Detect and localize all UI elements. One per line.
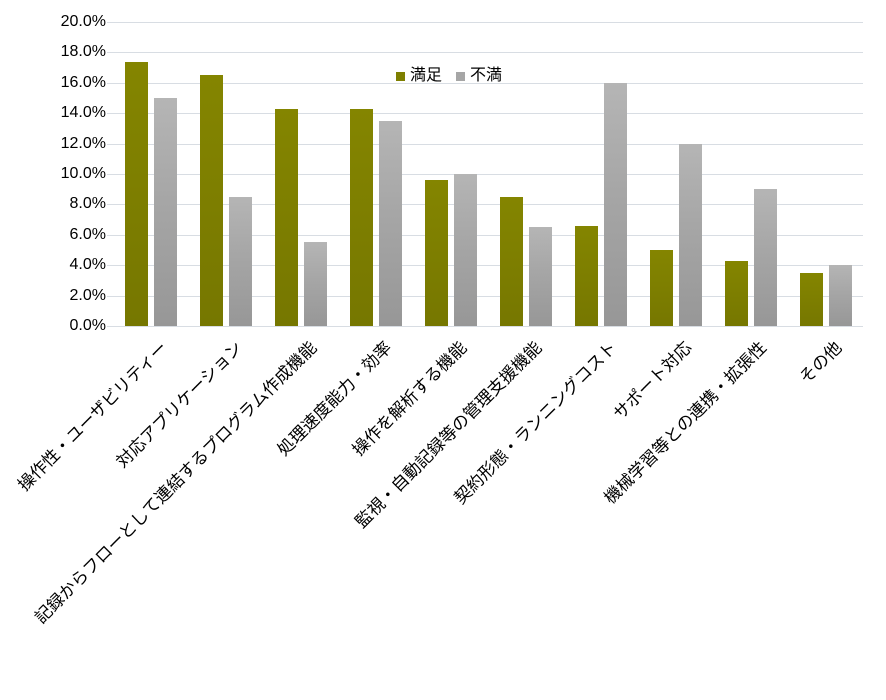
gridline [107, 295, 863, 297]
x-axis-category-label: 記録からフローとして連結するプログラム作成機能 [31, 338, 321, 628]
legend-item-dissatisfied: 不満 [456, 66, 502, 86]
y-axis-tick-label: 20.0% [60, 13, 106, 30]
y-axis-tick-label: 2.0% [69, 286, 106, 304]
x-axis-category-label: 対応アプリケーション [112, 338, 246, 472]
bar-satisfied [724, 260, 748, 326]
bar-dissatisfied [828, 265, 852, 326]
y-axis-tick-label: 0.0% [69, 317, 106, 334]
bar-satisfied [350, 108, 374, 326]
gridline [107, 113, 863, 115]
bar-dissatisfied [379, 120, 403, 326]
bar-satisfied [275, 108, 299, 326]
bar-group [713, 22, 788, 326]
x-axis-category-label: その他 [795, 338, 845, 388]
bar-satisfied [425, 180, 449, 326]
y-axis-tick-label: 12.0% [60, 134, 106, 152]
bar-satisfied [125, 61, 149, 326]
x-axis-category-label: 契約形態・ランニングコスト [450, 338, 621, 508]
plot-area [107, 22, 863, 327]
legend-label-satisfied: 満足 [410, 67, 443, 84]
x-axis-category-label: 機械学習等との連携・拡張性 [600, 338, 771, 508]
gridline [107, 174, 863, 175]
bar-satisfied [574, 225, 598, 326]
y-axis-tick-label: 18.0% [60, 43, 106, 61]
bar-group [563, 22, 638, 326]
gridline [107, 143, 863, 145]
y-axis-tick-label: 6.0% [69, 225, 106, 243]
y-axis-tick-label: 4.0% [69, 256, 106, 274]
y-axis-tick-label: 16.0% [60, 73, 106, 91]
bar-group [414, 22, 489, 326]
bar-group [788, 22, 863, 326]
bar-dissatisfied [454, 174, 478, 326]
y-axis-tick-label: 10.0% [60, 165, 106, 182]
bar-satisfied [200, 75, 224, 326]
gridline [107, 204, 863, 206]
gridline [107, 326, 863, 327]
bar-groups [114, 22, 863, 326]
bar-satisfied [499, 196, 523, 326]
bar-group [489, 22, 564, 326]
bar-group [638, 22, 713, 326]
gridline [107, 52, 863, 54]
bar-satisfied [649, 250, 673, 326]
x-axis-category-label: 操作性・ユーザビリティー [14, 338, 171, 495]
bar-group [339, 22, 414, 326]
legend-item-satisfied: 満足 [396, 66, 442, 86]
legend: 満足 不満 [396, 66, 502, 86]
bar-dissatisfied [154, 98, 178, 326]
bar-dissatisfied [528, 227, 552, 326]
y-axis-tick-label: 14.0% [60, 104, 106, 122]
bar-satisfied [799, 272, 823, 326]
bar-dissatisfied [304, 242, 328, 326]
bar-dissatisfied [753, 189, 777, 326]
bar-group [189, 22, 264, 326]
bar-dissatisfied [229, 196, 253, 326]
y-axis-tick-label: 8.0% [69, 195, 106, 213]
bar-dissatisfied [678, 143, 702, 326]
bar-dissatisfied [603, 82, 627, 326]
gridline [107, 82, 863, 84]
legend-swatch-satisfied-icon [396, 71, 405, 81]
gridline [107, 234, 863, 236]
legend-swatch-dissatisfied-icon [456, 71, 466, 81]
gridline [107, 265, 863, 267]
bar-group [114, 22, 189, 326]
bar-group [264, 22, 339, 326]
legend-label-dissatisfied: 不満 [470, 67, 503, 84]
gridline [107, 22, 863, 23]
